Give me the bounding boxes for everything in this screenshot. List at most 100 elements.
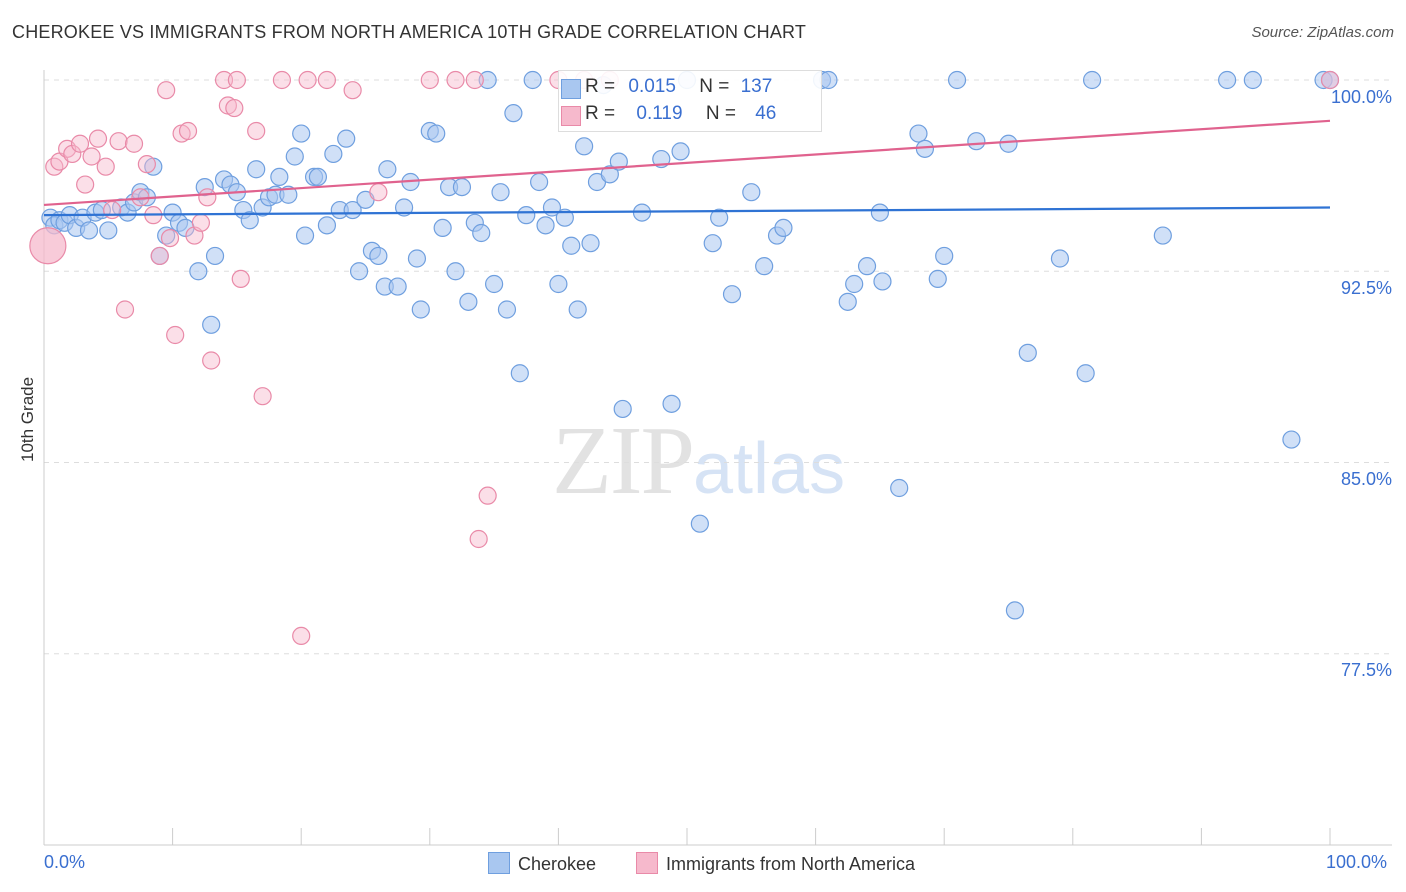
data-point-cherokee: [609, 152, 628, 171]
data-point-cherokee: [349, 262, 369, 281]
data-point-cherokee: [1282, 430, 1301, 449]
data-point-cherokee: [1082, 70, 1102, 90]
data-point-immigrants: [1320, 70, 1340, 90]
data-point-cherokee: [710, 208, 729, 227]
data-point-cherokee: [292, 124, 311, 143]
data-point-cherokee: [411, 300, 430, 319]
data-point-cherokee: [1018, 343, 1037, 362]
data-point-cherokee: [205, 246, 225, 266]
data-point-immigrants: [317, 70, 337, 90]
legend-r-label: R =: [585, 103, 616, 124]
data-point-immigrants: [369, 183, 388, 202]
data-point-cherokee: [873, 272, 892, 291]
data-point-cherokee: [915, 139, 935, 158]
data-point-immigrants: [103, 200, 122, 220]
data-point-immigrants: [70, 134, 90, 153]
series-cherokee-points: [41, 70, 1340, 620]
bottom-legend-swatch-blue: [488, 852, 510, 874]
data-point-immigrants: [178, 121, 198, 141]
data-point-cherokee: [308, 167, 328, 186]
data-point-cherokee: [857, 257, 877, 276]
data-point-cherokee: [472, 223, 491, 243]
data-point-cherokee: [1218, 70, 1237, 90]
legend-n-value: 137: [740, 76, 773, 97]
data-point-cherokee: [742, 183, 761, 202]
data-point-cherokee: [452, 178, 472, 197]
data-point-immigrants: [202, 351, 221, 370]
y-tick-77-5: 77.5%: [1340, 660, 1392, 680]
data-point-immigrants: [214, 70, 234, 90]
y-axis-label: 10th Grade: [18, 376, 37, 462]
data-point-cherokee: [337, 129, 356, 148]
legend-row-cherokee: R = 0.015 N = 137: [561, 76, 773, 99]
data-point-cherokee: [427, 124, 446, 143]
data-point-cherokee: [79, 221, 99, 240]
watermark-atlas: atlas: [693, 429, 846, 509]
data-point-immigrants: [343, 81, 362, 100]
data-point-cherokee: [279, 185, 298, 204]
data-point-cherokee: [189, 262, 208, 281]
data-point-cherokee: [947, 70, 967, 90]
data-point-cherokee: [1076, 364, 1095, 383]
data-point-cherokee: [478, 70, 497, 90]
data-point-cherokee: [270, 167, 289, 186]
data-point-cherokee: [510, 364, 529, 383]
chart-title: CHEROKEE VS IMMIGRANTS FROM NORTH AMERIC…: [12, 22, 807, 42]
data-point-immigrants: [109, 132, 128, 151]
watermark-zip: ZIP: [552, 407, 695, 515]
data-point-cherokee: [247, 160, 266, 179]
data-point-cherokee: [935, 246, 954, 266]
data-point-immigrants: [88, 129, 108, 148]
data-point-immigrants: [272, 70, 292, 90]
data-point-immigrants: [469, 529, 488, 549]
data-point-cherokee: [240, 211, 259, 230]
data-point-immigrants: [247, 121, 266, 141]
data-point-cherokee: [324, 144, 343, 164]
data-point-cherokee: [562, 236, 581, 255]
data-point-cherokee: [285, 147, 304, 166]
data-point-cherokee: [523, 70, 542, 90]
data-point-cherokee: [491, 183, 510, 202]
data-point-cherokee: [295, 226, 315, 245]
data-point-cherokee: [369, 246, 388, 266]
data-point-cherokee: [819, 70, 838, 90]
data-point-immigrants: [298, 70, 317, 90]
trend-line-cherokee: [43, 206, 1331, 217]
data-point-cherokee: [600, 165, 619, 184]
data-point-cherokee: [317, 216, 337, 235]
data-point-cherokee: [662, 394, 681, 413]
legend-r-value: 0.015: [628, 76, 676, 97]
data-point-cherokee: [504, 104, 523, 123]
data-point-immigrants: [292, 626, 311, 646]
legend-r-label: R =: [585, 76, 616, 97]
data-point-cherokee: [459, 292, 478, 311]
data-point-immigrants: [160, 229, 180, 248]
y-tick-100: 100.0%: [1330, 87, 1392, 107]
y-tick-92-5: 92.5%: [1340, 278, 1392, 298]
data-point-immigrants: [465, 70, 484, 90]
data-point-immigrants: [150, 246, 169, 266]
data-point-cherokee: [690, 514, 709, 533]
data-point-cherokee: [581, 234, 600, 253]
data-point-cherokee: [575, 137, 594, 156]
bottom-legend-label: Immigrants from North America: [666, 854, 916, 874]
x-tick-min: 0.0%: [44, 852, 86, 872]
data-point-immigrants: [96, 157, 115, 176]
y-tick-85: 85.0%: [1340, 469, 1392, 489]
data-point-cherokee: [870, 203, 890, 222]
data-point-cherokee: [890, 478, 909, 498]
data-point-immigrants: [446, 70, 465, 90]
data-point-immigrants: [115, 300, 135, 319]
data-point-immigrants: [478, 486, 497, 505]
legend-r-value: 0.119: [636, 103, 683, 124]
data-point-cherokee: [497, 300, 517, 319]
chart-source: Source: ZipAtlas.com: [1251, 24, 1394, 41]
data-point-cherokee: [703, 234, 722, 253]
data-point-cherokee: [1050, 249, 1070, 268]
data-point-cherokee: [549, 274, 568, 294]
data-point-cherokee: [99, 221, 118, 240]
data-point-cherokee: [613, 399, 632, 419]
data-point-immigrants: [225, 98, 244, 118]
data-point-cherokee: [517, 206, 536, 225]
